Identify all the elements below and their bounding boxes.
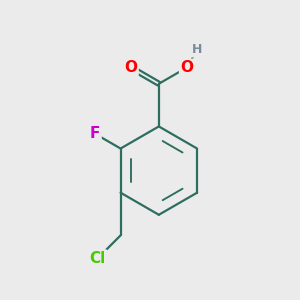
Text: F: F: [90, 126, 100, 141]
Text: O: O: [180, 60, 194, 75]
Text: O: O: [124, 60, 137, 75]
Text: Cl: Cl: [90, 251, 106, 266]
Text: H: H: [192, 43, 202, 56]
